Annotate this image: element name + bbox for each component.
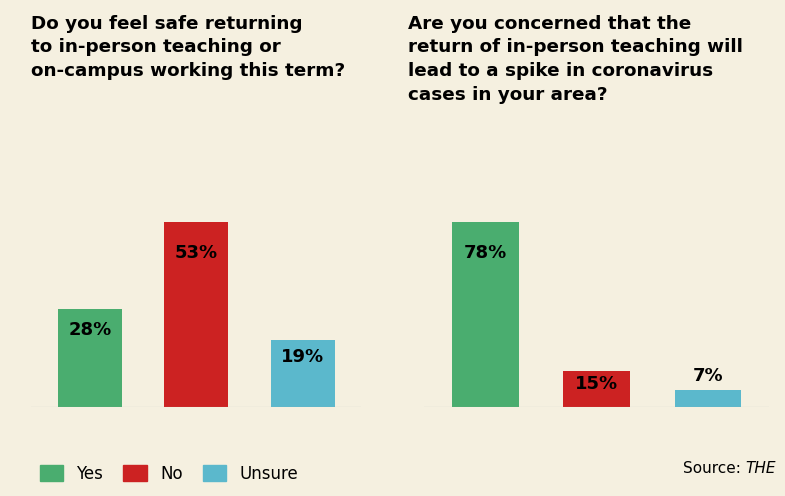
Text: THE: THE [746,461,776,476]
Text: Source:: Source: [683,461,746,476]
Text: 53%: 53% [175,244,217,262]
Bar [164,222,228,407]
Bar [674,390,742,407]
Text: Do you feel safe returning
to in-person teaching or
on-campus working this term?: Do you feel safe returning to in-person … [31,15,345,80]
Text: 7%: 7% [692,368,723,385]
Bar [271,340,334,407]
Legend: Yes, No, Unsure: Yes, No, Unsure [40,465,298,483]
Text: 19%: 19% [281,348,324,367]
Bar [58,309,122,407]
Text: 15%: 15% [575,375,618,393]
Text: Are you concerned that the
return of in-person teaching will
lead to a spike in : Are you concerned that the return of in-… [408,15,743,104]
Bar [563,371,630,407]
Text: 28%: 28% [68,321,111,339]
Text: 78%: 78% [464,244,507,262]
Bar [451,222,519,407]
